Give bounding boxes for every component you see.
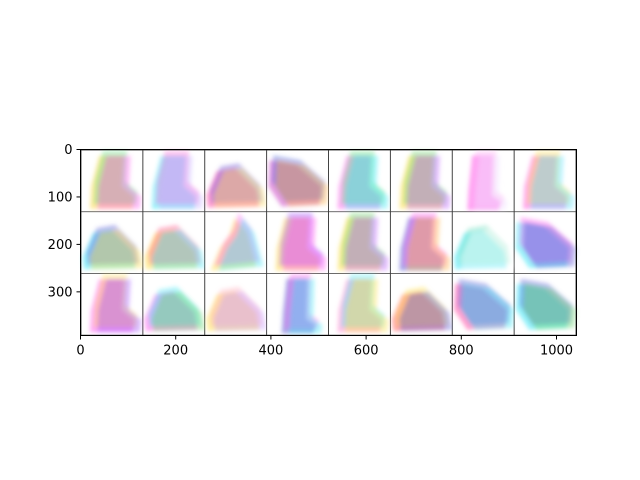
image-tile-r1-c7 [514, 212, 577, 274]
image-tile-r2-c6 [452, 273, 515, 335]
image-tile-r2-c7 [514, 273, 577, 335]
y-tick-label: 300 [48, 285, 73, 300]
image-tile-r1-c2 [205, 212, 267, 274]
y-tick-label: 200 [48, 238, 73, 253]
tile-blob [97, 279, 142, 333]
image-tile-r2-c0 [81, 273, 143, 335]
tile-blob [344, 155, 389, 209]
tile-blob [523, 283, 577, 330]
image-tile-r0-c7 [514, 150, 576, 212]
image-tile-r2-c4 [328, 273, 390, 335]
tile-blob [151, 291, 205, 332]
tile-blob [159, 155, 204, 209]
tile-blob [213, 291, 267, 332]
image-tile-r0-c1 [143, 150, 205, 212]
tile-blob [97, 155, 142, 209]
image-tile-r2-c5 [390, 273, 453, 335]
tile-blob [344, 217, 389, 271]
image-tile-r0-c5 [390, 150, 452, 212]
tile-blob [523, 221, 577, 269]
x-tick-label: 800 [449, 344, 474, 359]
image-tile-r0-c4 [328, 150, 390, 212]
tile-blob [344, 279, 389, 333]
image-tile-r2-c1 [143, 273, 205, 335]
x-tick-label: 200 [163, 344, 188, 359]
image-tile-r0-c2 [205, 150, 267, 212]
tile-blob [275, 160, 329, 207]
tile-blob [399, 291, 453, 332]
axes-frame [80, 149, 577, 336]
x-tick-label: 0 [76, 344, 84, 359]
image-tile-r1-c1 [143, 212, 205, 274]
tile-blob [461, 283, 515, 330]
image-tile-r0-c0 [81, 150, 143, 212]
image-tile-r1-c0 [81, 212, 143, 274]
tile-blob [530, 155, 575, 209]
tile-blob [213, 168, 267, 208]
y-tick-label: 0 [64, 143, 72, 158]
tile-blob [474, 155, 509, 211]
tile-blob [89, 229, 143, 270]
tile-blob [461, 229, 515, 270]
image-tile-r1-c3 [267, 212, 329, 274]
y-tick-label: 100 [48, 190, 73, 205]
image-tile-r2-c2 [205, 273, 267, 335]
x-tick-label: 600 [354, 344, 379, 359]
tile-blob [406, 217, 451, 271]
image-tile-r1-c4 [328, 212, 390, 274]
x-tick-label: 400 [258, 344, 283, 359]
image-tile-r0-c6 [452, 150, 514, 212]
tile-blob [289, 278, 323, 334]
image-tile-r0-c3 [267, 150, 329, 212]
image-tile-r1-c6 [452, 212, 515, 274]
x-tick-label: 1000 [540, 344, 573, 359]
image-tile-r1-c5 [390, 212, 452, 274]
tile-blob [218, 217, 264, 271]
image-grid [80, 149, 577, 336]
tile-blob [282, 217, 327, 271]
image-tile-r2-c3 [267, 273, 329, 335]
axis-ticks: 0 200 400 600 800 1000 0 100 200 300 [48, 143, 573, 359]
tile-blob [151, 229, 205, 270]
tile-blob [406, 155, 451, 209]
